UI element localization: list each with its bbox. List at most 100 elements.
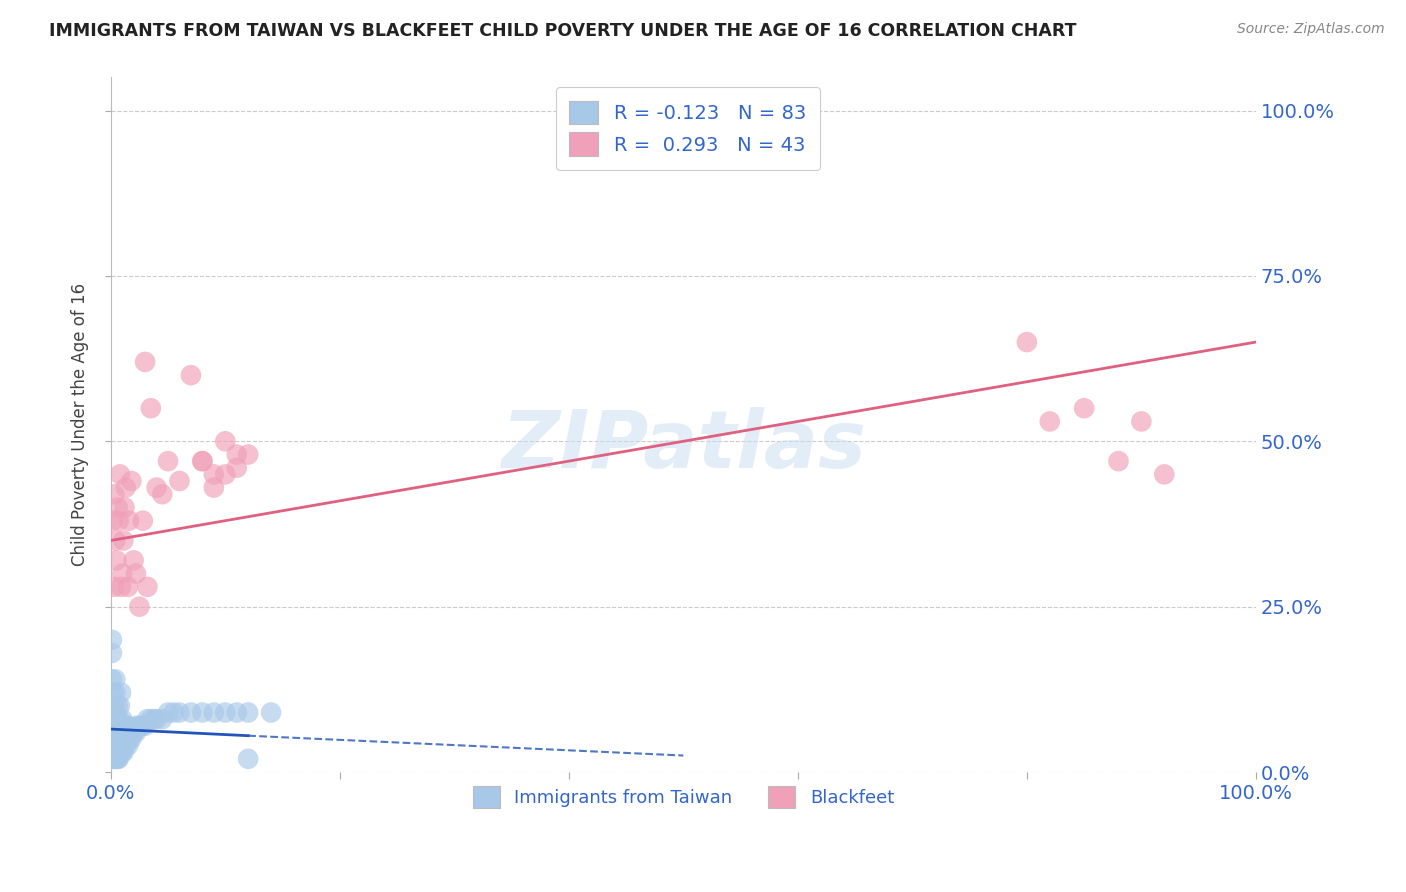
- Point: [180, 368, 202, 383]
- Point: [118, 514, 141, 528]
- Point: [143, 712, 166, 726]
- Point: [169, 474, 191, 488]
- Point: [101, 739, 124, 753]
- Point: [134, 719, 156, 733]
- Point: [157, 454, 180, 468]
- Point: [103, 487, 125, 501]
- Point: [214, 434, 236, 449]
- Point: [114, 481, 136, 495]
- Point: [191, 706, 214, 720]
- Point: [111, 745, 134, 759]
- Point: [1015, 334, 1038, 349]
- Point: [101, 739, 124, 753]
- Point: [104, 731, 127, 746]
- Point: [132, 514, 155, 528]
- Point: [110, 580, 132, 594]
- Point: [120, 731, 142, 746]
- Point: [180, 706, 202, 720]
- Point: [101, 646, 124, 660]
- Point: [121, 725, 143, 739]
- Point: [107, 725, 129, 739]
- Point: [214, 706, 236, 720]
- Point: [103, 752, 125, 766]
- Point: [105, 745, 128, 759]
- Point: [260, 706, 283, 720]
- Point: [225, 448, 247, 462]
- Point: [145, 712, 167, 726]
- Point: [103, 739, 125, 753]
- Point: [238, 706, 260, 720]
- Point: [115, 731, 138, 746]
- Point: [127, 719, 149, 733]
- Point: [1130, 414, 1153, 428]
- Point: [101, 698, 124, 713]
- Point: [103, 580, 125, 594]
- Point: [202, 481, 225, 495]
- Point: [114, 739, 136, 753]
- Point: [107, 500, 129, 515]
- Point: [238, 448, 260, 462]
- Point: [1153, 467, 1175, 482]
- Point: [191, 454, 214, 468]
- Point: [105, 553, 128, 567]
- Point: [114, 739, 136, 753]
- Point: [107, 752, 129, 766]
- Point: [202, 467, 225, 482]
- Point: [139, 712, 162, 726]
- Point: [101, 712, 124, 726]
- Point: [103, 698, 125, 713]
- Point: [117, 719, 139, 733]
- Point: [1039, 414, 1062, 428]
- Point: [150, 487, 173, 501]
- Point: [125, 725, 148, 739]
- Point: [105, 731, 128, 746]
- Point: [114, 719, 136, 733]
- Point: [108, 467, 131, 482]
- Point: [1073, 401, 1095, 416]
- Point: [103, 731, 125, 746]
- Point: [101, 673, 124, 687]
- Point: [169, 706, 191, 720]
- Point: [125, 566, 148, 581]
- Point: [104, 673, 127, 687]
- Point: [103, 712, 125, 726]
- Point: [110, 745, 132, 759]
- Point: [136, 712, 159, 726]
- Point: [214, 467, 236, 482]
- Point: [136, 580, 159, 594]
- Point: [104, 719, 127, 733]
- Point: [117, 580, 139, 594]
- Point: [105, 712, 128, 726]
- Point: [128, 719, 150, 733]
- Point: [101, 752, 124, 766]
- Point: [157, 706, 180, 720]
- Point: [122, 553, 145, 567]
- Legend: Immigrants from Taiwan, Blackfeet: Immigrants from Taiwan, Blackfeet: [465, 779, 901, 815]
- Point: [111, 731, 134, 746]
- Point: [150, 712, 173, 726]
- Point: [101, 745, 124, 759]
- Point: [107, 739, 129, 753]
- Point: [111, 566, 134, 581]
- Point: [120, 474, 142, 488]
- Point: [112, 533, 135, 548]
- Point: [122, 725, 145, 739]
- Point: [101, 745, 124, 759]
- Point: [108, 745, 131, 759]
- Point: [101, 632, 124, 647]
- Point: [101, 514, 124, 528]
- Point: [139, 401, 162, 416]
- Point: [103, 745, 125, 759]
- Point: [107, 739, 129, 753]
- Point: [163, 706, 186, 720]
- Point: [104, 745, 127, 759]
- Point: [114, 719, 136, 733]
- Text: Source: ZipAtlas.com: Source: ZipAtlas.com: [1237, 22, 1385, 37]
- Point: [104, 686, 127, 700]
- Point: [112, 725, 135, 739]
- Point: [238, 752, 260, 766]
- Text: IMMIGRANTS FROM TAIWAN VS BLACKFEET CHILD POVERTY UNDER THE AGE OF 16 CORRELATIO: IMMIGRANTS FROM TAIWAN VS BLACKFEET CHIL…: [49, 22, 1077, 40]
- Point: [120, 725, 142, 739]
- Point: [107, 698, 129, 713]
- Point: [101, 752, 124, 766]
